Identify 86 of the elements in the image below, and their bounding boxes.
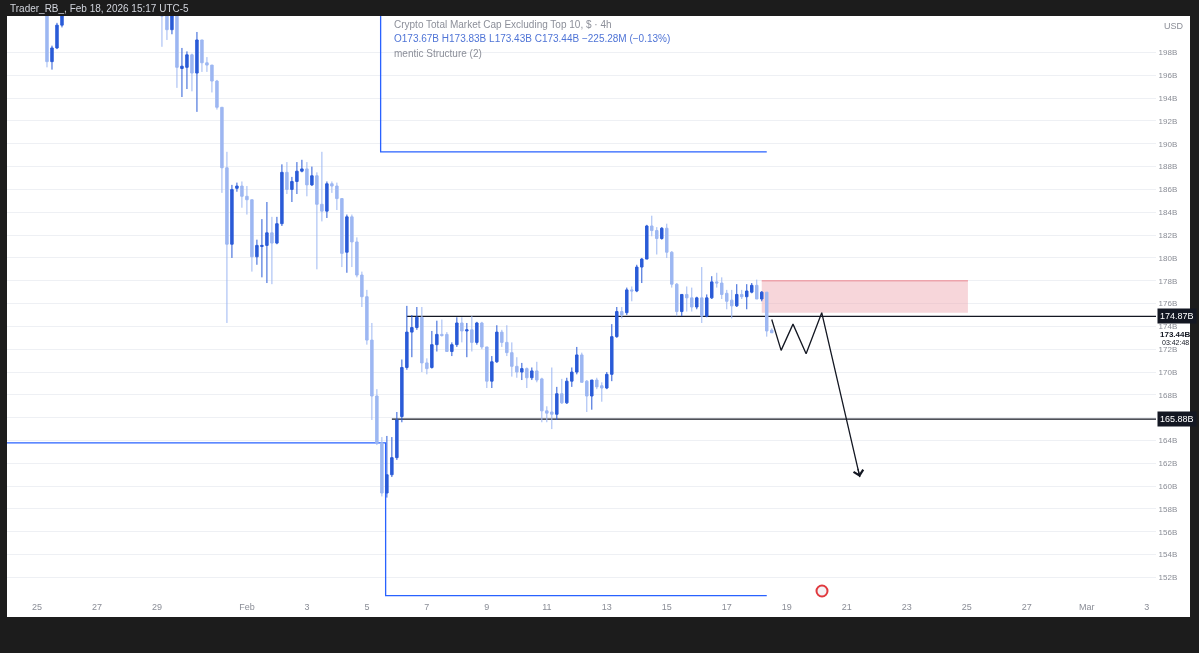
candlestick [165, 16, 169, 41]
y-tick-label: 164B [1158, 436, 1178, 446]
candlestick [285, 161, 289, 195]
y-tick-label: 184B [1158, 208, 1178, 218]
candlestick [735, 283, 739, 308]
candlestick [230, 184, 234, 259]
text: Trader_RB_, Feb 18, 2026 15:17 UTC-5 [10, 3, 190, 14]
candlestick [170, 16, 174, 35]
candlestick [270, 216, 274, 285]
y-tick-label: 162B [1158, 459, 1178, 469]
candlestick [195, 31, 199, 113]
text: 173.44B [1160, 330, 1191, 339]
text: O173.67B H173.83B L173.43B C173.44B −225.28M (−0.13%) [394, 33, 671, 44]
y-tick-label: 196B [1158, 71, 1178, 81]
y-tick-label: 154B [1158, 550, 1178, 560]
x-tick-label: 17 [721, 601, 732, 612]
candlestick [45, 16, 49, 68]
candlestick [235, 182, 239, 193]
candlestick [465, 322, 469, 358]
x-tick-label: 23 [901, 601, 912, 612]
candlestick [310, 166, 314, 187]
y-tick-label: 152B [1158, 573, 1178, 583]
data-label: 174.87B [1160, 311, 1194, 321]
candlestick [305, 161, 309, 197]
candlestick [590, 379, 594, 411]
x-tick-label: 15 [661, 601, 672, 612]
data-label: 165.88B [1160, 414, 1194, 424]
x-tick-label: 9 [484, 601, 490, 612]
y-tick-label: 186B [1158, 185, 1178, 195]
candlestick [700, 266, 704, 324]
y-tick-label: 180B [1158, 253, 1178, 263]
chart-title: Crypto Total Market Cap Excluding Top 10, $ · 4h [394, 19, 612, 30]
y-tick-label: 174B [1158, 322, 1178, 332]
y-tick-label: 172B [1158, 345, 1178, 355]
candlestick [755, 279, 759, 300]
x-tick-label: 25 [31, 601, 42, 612]
x-tick-label: 11 [542, 601, 552, 612]
x-tick-label: Mar [1078, 601, 1095, 612]
y-tick-label: 170B [1158, 367, 1178, 377]
candlestick [760, 290, 764, 302]
x-tick-label: 25 [961, 601, 972, 612]
y-tick-label: 178B [1158, 276, 1178, 286]
candlestick [345, 214, 349, 274]
candlestick [175, 16, 179, 89]
x-tick-label: 19 [781, 601, 792, 612]
y-tick-label: 182B [1158, 230, 1178, 240]
candlestick [460, 316, 464, 343]
annotation: mentic Structure (2) [394, 48, 482, 59]
x-tick-label: 5 [364, 601, 370, 612]
y-tick-label: 198B [1158, 48, 1178, 58]
y-tick-label: 158B [1158, 504, 1178, 514]
x-tick-label: Feb [239, 601, 255, 612]
candlestick [630, 285, 634, 302]
x-tick-label: 7 [424, 601, 430, 612]
x-tick-label: 29 [151, 601, 162, 612]
candlestick [325, 180, 329, 219]
y-tick-label: 176B [1158, 299, 1178, 309]
candlestick [695, 296, 699, 310]
candlestick [680, 293, 684, 317]
candlestick [475, 321, 479, 346]
y-tick-label: 192B [1158, 116, 1178, 126]
y-tick-label: 188B [1158, 162, 1178, 172]
candlestick [525, 366, 529, 389]
candlestick [740, 289, 744, 300]
x-tick-label: 13 [601, 601, 612, 612]
y-tick-label: 190B [1158, 139, 1178, 149]
y-tick-label: 194B [1158, 93, 1178, 103]
y-tick-label: 160B [1158, 481, 1178, 491]
x-tick-label: 3 [304, 601, 310, 612]
y-tick-label: 168B [1158, 390, 1178, 400]
candlestick [190, 53, 194, 92]
x-tick-label: 27 [91, 601, 102, 612]
candlestick [470, 315, 474, 353]
candlestick [620, 306, 624, 319]
candlestick [555, 386, 559, 421]
y-tick-label: 156B [1158, 527, 1178, 537]
x-tick-label: 27 [1021, 601, 1032, 612]
x-tick-label: 21 [841, 601, 852, 612]
candlestick [560, 378, 564, 405]
candlestick [520, 362, 524, 381]
x-tick-label: 3 [1144, 601, 1150, 612]
candlestick [530, 366, 534, 381]
candlestick [660, 226, 664, 241]
text: USD [1164, 21, 1184, 31]
candlestick [160, 16, 164, 48]
candlestick [625, 287, 629, 316]
